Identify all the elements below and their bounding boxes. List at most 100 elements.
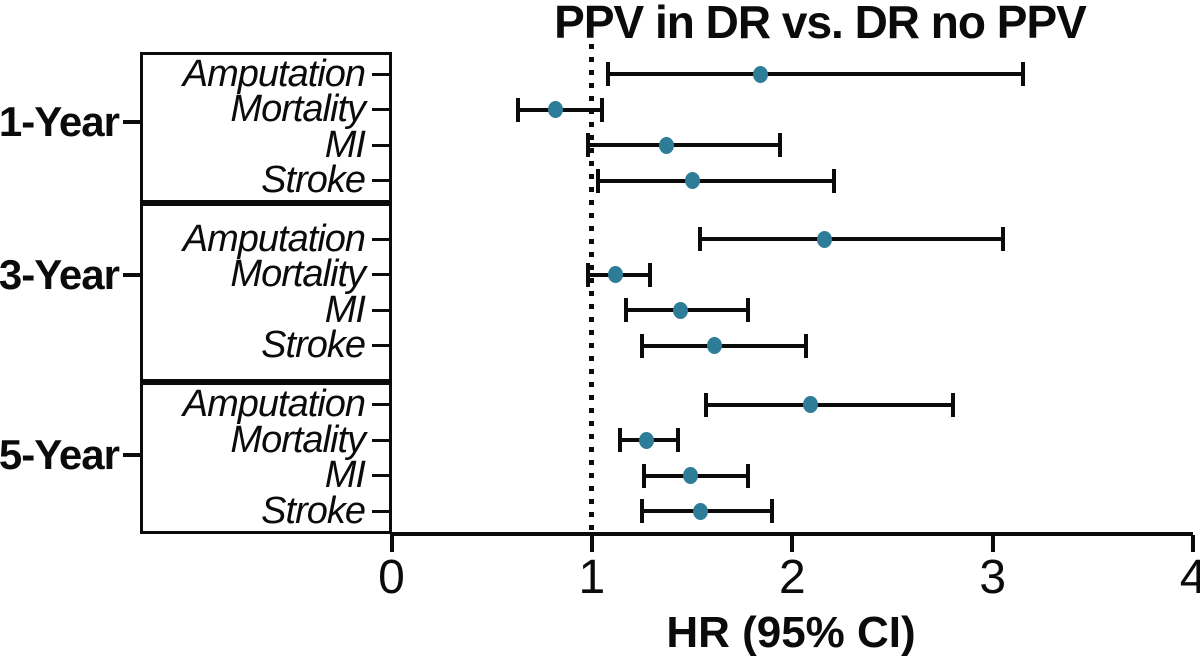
ci-cap-left — [585, 262, 590, 287]
outcome-label: MI — [324, 288, 366, 331]
ci-cap-right — [770, 499, 775, 523]
x-axis-tick — [990, 534, 995, 552]
outcome-label-row: MI — [145, 285, 389, 335]
outcome-tick — [372, 179, 389, 183]
ci-line — [597, 178, 835, 183]
ci-cap-right — [746, 298, 751, 323]
point-marker — [608, 266, 624, 284]
outcome-tick — [372, 474, 389, 477]
outcome-tick — [372, 403, 389, 406]
group-label: 3-Year — [0, 245, 142, 305]
outcome-tick — [372, 438, 389, 442]
group-label-text: 5-Year — [0, 430, 120, 478]
outcome-label-row: Mortality — [145, 415, 389, 465]
ci-cap-right — [804, 333, 809, 358]
x-axis-tick-label: 0 — [378, 551, 405, 604]
ci-cap-left — [640, 499, 644, 523]
outcome-label: Mortality — [230, 88, 366, 131]
outcome-tick — [372, 273, 389, 277]
outcome-label-row: Mortality — [145, 250, 389, 300]
group-tick — [123, 452, 142, 457]
outcome-label-row: Stroke — [145, 156, 389, 206]
ci-cap-right — [1000, 227, 1005, 252]
x-axis-tick — [790, 534, 795, 552]
outcome-label-row: MI — [145, 120, 389, 170]
ci-line — [700, 237, 1003, 242]
outcome-label-row: Stroke — [145, 321, 389, 371]
outcome-label-row: Stroke — [145, 486, 389, 536]
outcome-tick — [372, 108, 389, 112]
ci-cap-right — [648, 262, 653, 287]
ci-cap-right — [676, 428, 681, 452]
outcome-tick — [372, 72, 389, 76]
ci-cap-left — [642, 463, 646, 488]
outcome-tick — [372, 237, 389, 241]
ci-cap-left — [585, 133, 590, 158]
outcome-tick — [372, 509, 389, 513]
ci-line — [607, 72, 1023, 77]
ci-cap-right — [778, 133, 783, 158]
outcome-label: Stroke — [261, 489, 366, 532]
x-axis-tick-label: 4 — [1179, 551, 1200, 604]
ci-line — [642, 343, 807, 348]
x-axis-tick-label: 1 — [578, 551, 606, 604]
x-axis-tick — [389, 534, 394, 552]
outcome-label: Mortality — [230, 418, 366, 461]
ci-cap-right — [1020, 62, 1025, 87]
ci-cap-right — [832, 168, 837, 193]
point-marker — [752, 65, 768, 83]
outcome-label: Mortality — [230, 253, 366, 296]
group-label-text: 3-Year — [0, 250, 120, 298]
ci-cap-left — [640, 333, 644, 358]
ci-cap-left — [515, 97, 520, 122]
x-axis-tick — [589, 534, 594, 552]
group-box — [140, 382, 392, 534]
ci-cap-left — [704, 392, 709, 417]
outcome-label: Stroke — [261, 324, 366, 367]
outcome-label-row: MI — [145, 451, 389, 501]
x-axis-tick — [1191, 534, 1196, 552]
ci-cap-left — [595, 168, 600, 193]
outcome-label: Stroke — [261, 159, 366, 202]
x-axis-tick-label: 2 — [778, 551, 806, 604]
outcome-label: Amputation — [182, 217, 366, 260]
x-axis-tick-label: 3 — [979, 551, 1007, 604]
point-marker — [692, 502, 708, 520]
point-marker — [682, 467, 698, 484]
outcome-label-row: Amputation — [145, 380, 389, 430]
group-label: 1-Year — [0, 92, 142, 152]
chart-title: PPV in DR vs. DR no PPV — [554, 0, 1087, 48]
point-marker — [658, 136, 674, 154]
point-marker — [816, 230, 832, 248]
group-label: 5-Year — [0, 425, 142, 485]
ci-line — [587, 143, 781, 148]
group-tick — [123, 272, 142, 277]
group-box — [140, 52, 392, 203]
outcome-label: MI — [324, 454, 366, 496]
outcome-label-row: Amputation — [145, 49, 389, 99]
ci-line — [706, 402, 953, 407]
ci-cap-left — [698, 227, 703, 252]
point-marker — [802, 396, 818, 413]
reference-line — [589, 44, 595, 531]
point-marker — [684, 172, 700, 190]
group-box — [140, 203, 392, 382]
group-label-text: 1-Year — [0, 97, 120, 145]
point-marker — [548, 101, 564, 119]
outcome-label: Amputation — [182, 383, 366, 425]
outcome-label-row: Amputation — [145, 214, 389, 264]
x-axis-line — [390, 531, 1193, 536]
group-tick — [123, 119, 142, 124]
outcome-label: Amputation — [182, 52, 366, 95]
ci-cap-right — [599, 97, 604, 122]
ci-cap-right — [746, 463, 751, 488]
ci-cap-left — [617, 428, 622, 452]
point-marker — [638, 431, 654, 449]
outcome-tick — [372, 308, 389, 312]
outcome-label: MI — [324, 123, 366, 166]
point-marker — [672, 301, 688, 319]
outcome-label-row: Mortality — [145, 85, 389, 135]
ci-cap-left — [623, 298, 628, 323]
outcome-tick — [372, 143, 389, 147]
